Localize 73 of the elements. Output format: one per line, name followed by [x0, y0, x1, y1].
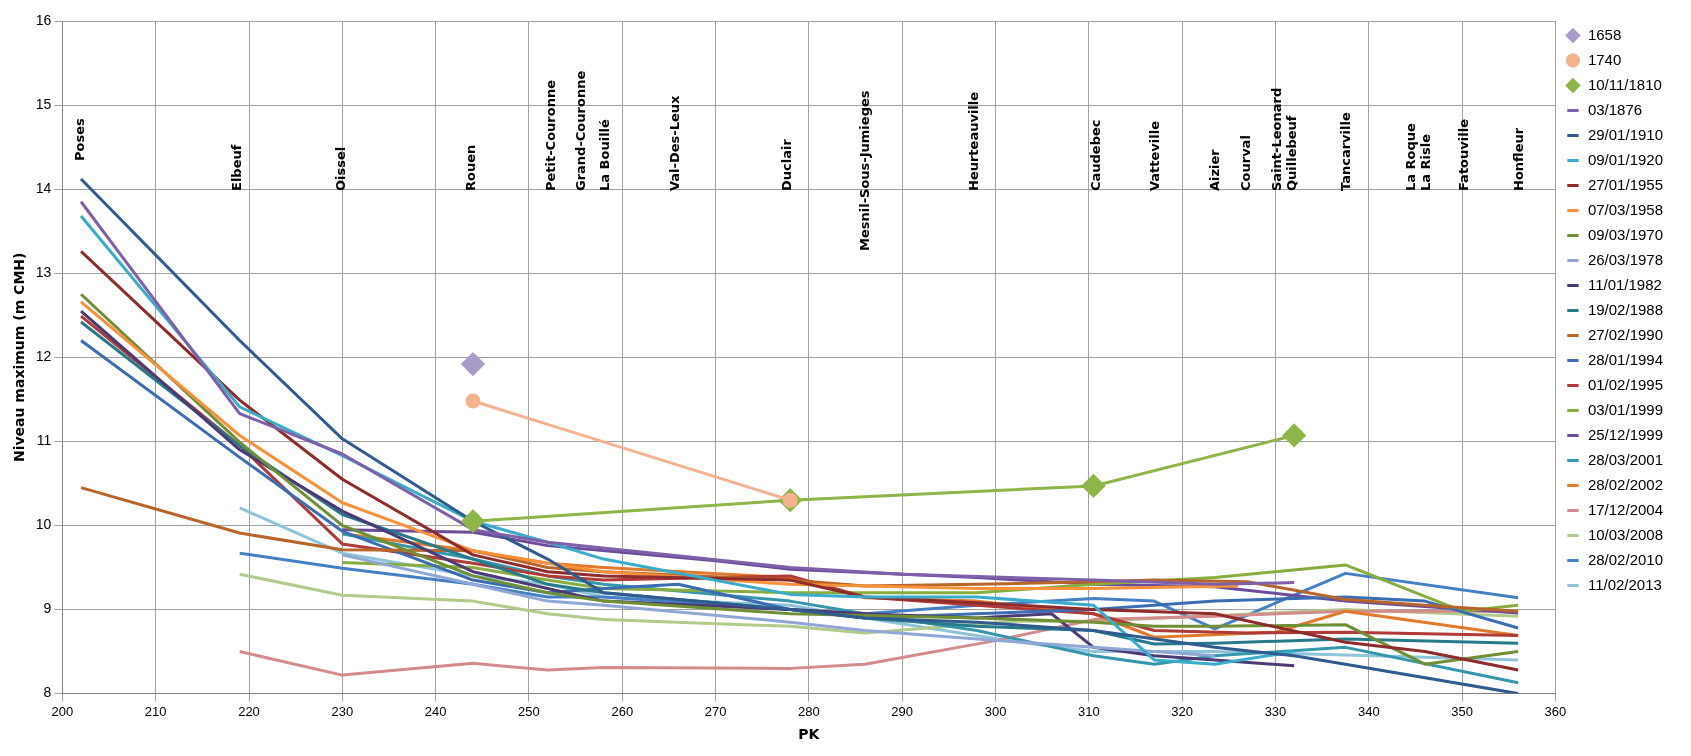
legend-label: 01/02/1995	[1587, 375, 1663, 393]
x-tick-label: 240	[424, 703, 447, 719]
y-tick-label: 15	[35, 95, 52, 112]
annotation: Grand-Couronne	[572, 70, 588, 191]
annotation: Quillebeuf	[1284, 115, 1300, 191]
annotation: Aizier	[1207, 148, 1223, 191]
annotation: Val-Des-Leux	[667, 94, 683, 191]
legend-label: 1740	[1587, 50, 1622, 68]
legend-label: 28/02/2010	[1587, 550, 1663, 568]
annotation: Oissel	[332, 146, 348, 191]
x-tick-label: 290	[891, 703, 914, 719]
annotation: La Roque	[1403, 122, 1419, 191]
legend-label: 29/01/1910	[1587, 125, 1663, 143]
y-tick-label: 12	[35, 348, 52, 365]
legend-label: 09/03/1970	[1587, 225, 1663, 243]
x-tick-label: 200	[51, 703, 74, 719]
legend-label: 17/12/2004	[1587, 500, 1663, 518]
x-tick-label: 250	[518, 703, 540, 719]
legend-label: 07/03/1958	[1587, 200, 1663, 218]
annotation: La Risle	[1418, 133, 1434, 191]
legend-label: 27/02/1990	[1587, 325, 1663, 343]
legend-label: 27/01/1955	[1587, 175, 1663, 193]
annotation: Honfleur	[1510, 127, 1526, 191]
x-tick-label: 320	[1171, 703, 1194, 719]
x-tick-label: 340	[1357, 703, 1380, 719]
x-tick-label: 310	[1078, 703, 1100, 719]
legend-label: 26/03/1978	[1587, 250, 1663, 268]
legend-label: 09/01/1920	[1587, 150, 1663, 168]
x-axis-title: PK	[798, 726, 821, 743]
annotation: Saint-Leonard	[1269, 87, 1285, 191]
legend-label: 11/01/1982	[1587, 275, 1662, 293]
annotation: Rouen	[462, 144, 478, 191]
legend-label: 10/03/2008	[1587, 525, 1663, 543]
x-tick-label: 270	[704, 703, 727, 719]
y-tick-label: 13	[35, 264, 52, 281]
x-tick-label: 350	[1451, 703, 1473, 719]
annotation: Mesnil-Sous-Jumieges	[857, 90, 873, 251]
annotation: Caudebec	[1087, 119, 1103, 191]
y-tick-label: 11	[36, 432, 52, 449]
annotation: Duclair	[779, 138, 795, 191]
x-tick-label: 300	[984, 703, 1007, 719]
x-tick-label: 360	[1544, 703, 1567, 719]
legend-label: 10/11/1810	[1587, 75, 1662, 93]
x-tick-label: 280	[798, 703, 820, 719]
legend-label: 28/03/2001	[1587, 450, 1663, 468]
legend-label: 03/1876	[1587, 100, 1643, 118]
annotation: Petit-Couronne	[542, 79, 558, 191]
x-tick-label: 220	[238, 703, 260, 719]
annotation: La Bouillé	[597, 118, 613, 191]
annotation: Courval	[1237, 135, 1253, 191]
legend-label: 19/02/1988	[1587, 300, 1663, 318]
x-tick-label: 330	[1264, 703, 1287, 719]
legend-label: 28/02/2002	[1587, 475, 1663, 493]
legend-label: 1658	[1587, 25, 1622, 43]
legend-label: 28/01/1994	[1587, 350, 1663, 368]
annotation: Vatteville	[1146, 120, 1162, 191]
y-tick-label: 9	[43, 600, 52, 617]
y-tick-label: 10	[35, 516, 52, 533]
legend-label: 11/02/2013	[1587, 575, 1662, 593]
y-tick-label: 16	[35, 11, 52, 28]
x-tick-label: 230	[331, 703, 354, 719]
x-tick-label: 210	[144, 703, 167, 719]
legend-label: 03/01/1999	[1587, 400, 1663, 418]
legend-label: 25/12/1999	[1587, 425, 1663, 443]
annotation: Elbeuf	[229, 144, 245, 191]
y-axis-title: Niveau maximum (m CMH)	[11, 252, 28, 463]
annotation: Poses	[72, 117, 88, 161]
annotation: Tancarville	[1337, 112, 1353, 191]
annotation: Heurteauville	[966, 91, 981, 191]
y-tick-label: 14	[35, 180, 52, 197]
y-tick-label: 8	[43, 684, 52, 701]
x-tick-label: 260	[611, 703, 634, 719]
annotation: Fatouville	[1455, 118, 1471, 191]
